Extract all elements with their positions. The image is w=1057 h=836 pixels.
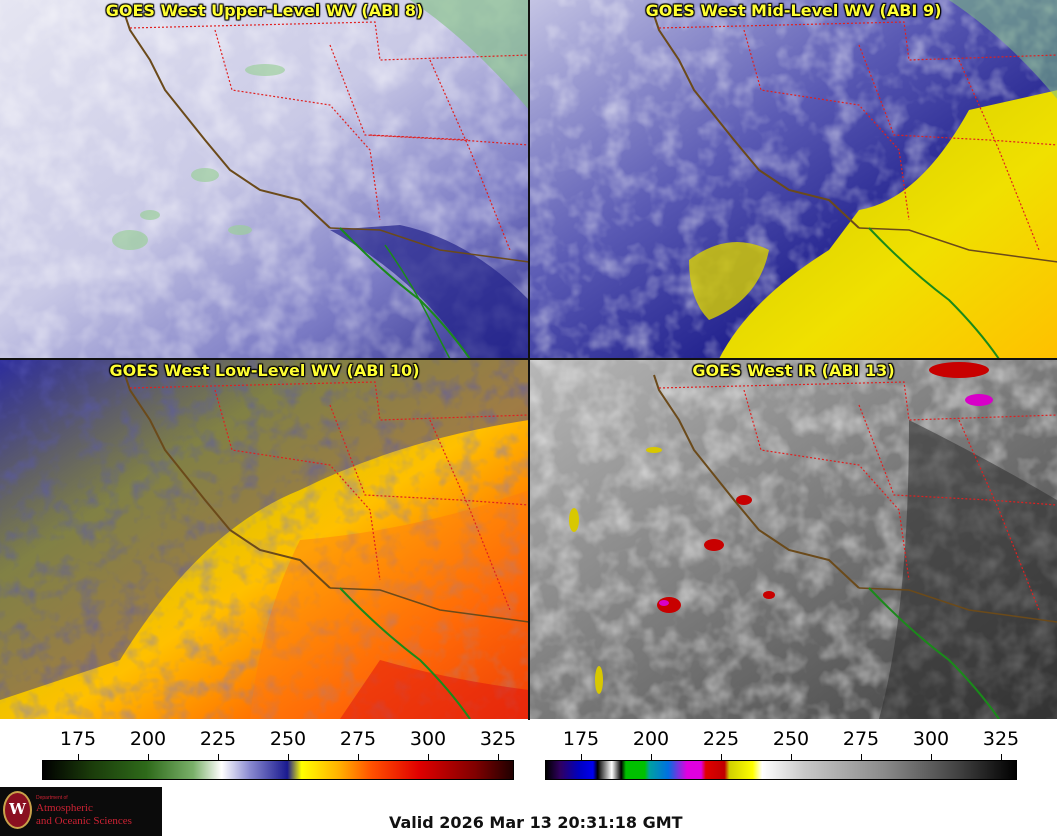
wv-colorbar: 175 200 225 250 275 300 325 xyxy=(42,720,517,780)
ir-color-strip xyxy=(545,760,1017,780)
panel-upper-level-wv: GOES West Upper-Level WV (ABI 8) xyxy=(0,0,529,359)
ir-tick-label: 225 xyxy=(702,728,740,750)
aos-logo: W Department of Atmospheric and Oceanic … xyxy=(0,787,162,836)
wv-colorbar-ticks: 175 200 225 250 275 300 325 xyxy=(42,720,517,760)
mid-wv-image xyxy=(529,0,1057,359)
ir-tick-mark xyxy=(861,754,862,760)
logo-line2: Atmospheric xyxy=(36,802,93,814)
ir-colorbar-ticks: 175 200 225 250 275 300 325 xyxy=(545,720,1020,760)
panel-low-level-wv: GOES West Low-Level WV (ABI 10) xyxy=(0,360,529,719)
wv-color-strip xyxy=(42,760,514,780)
wv-tick-mark xyxy=(358,754,359,760)
wv-tick-mark xyxy=(428,754,429,760)
wv-tick-mark xyxy=(148,754,149,760)
panel-title: GOES West Mid-Level WV (ABI 9) xyxy=(645,1,942,20)
ir-image xyxy=(529,360,1057,719)
ir-tick-label: 200 xyxy=(632,728,670,750)
panel-divider-horizontal xyxy=(0,358,1057,360)
logo-line3: and Oceanic Sciences xyxy=(36,815,132,827)
wv-tick-mark xyxy=(498,754,499,760)
wv-tick-mark xyxy=(218,754,219,760)
wv-tick-label: 225 xyxy=(199,728,237,750)
wv-tick-mark xyxy=(288,754,289,760)
panel-divider-vertical xyxy=(528,0,530,720)
logo-line1: Department of xyxy=(36,795,68,801)
panel-ir: GOES West IR (ABI 13) xyxy=(529,360,1057,719)
ir-tick-mark xyxy=(581,754,582,760)
valid-time: Valid 2026 Mar 13 20:31:18 GMT xyxy=(389,813,683,832)
wv-tick-label: 325 xyxy=(479,728,517,750)
ir-tick-label: 275 xyxy=(842,728,880,750)
ir-colorbar: 175 200 225 250 275 300 325 xyxy=(545,720,1020,780)
ir-tick-label: 250 xyxy=(772,728,810,750)
ir-tick-label: 175 xyxy=(562,728,600,750)
ir-tick-label: 300 xyxy=(912,728,950,750)
ir-tick-mark xyxy=(1001,754,1002,760)
wv-tick-label: 250 xyxy=(269,728,307,750)
wv-tick-label: 175 xyxy=(59,728,97,750)
ir-tick-mark xyxy=(721,754,722,760)
panel-title: GOES West Low-Level WV (ABI 10) xyxy=(109,361,420,380)
ir-tick-mark xyxy=(651,754,652,760)
upper-wv-image xyxy=(0,0,529,359)
wv-tick-label: 275 xyxy=(339,728,377,750)
ir-tick-label: 325 xyxy=(982,728,1020,750)
wv-tick-label: 200 xyxy=(129,728,167,750)
wv-tick-label: 300 xyxy=(409,728,447,750)
uw-seal-icon: W xyxy=(3,791,32,829)
low-wv-image xyxy=(0,360,529,719)
panel-title: GOES West IR (ABI 13) xyxy=(692,361,895,380)
ir-tick-mark xyxy=(791,754,792,760)
ir-tick-mark xyxy=(931,754,932,760)
panel-mid-level-wv: GOES West Mid-Level WV (ABI 9) xyxy=(529,0,1057,359)
wv-tick-mark xyxy=(78,754,79,760)
panel-title: GOES West Upper-Level WV (ABI 8) xyxy=(105,1,424,20)
